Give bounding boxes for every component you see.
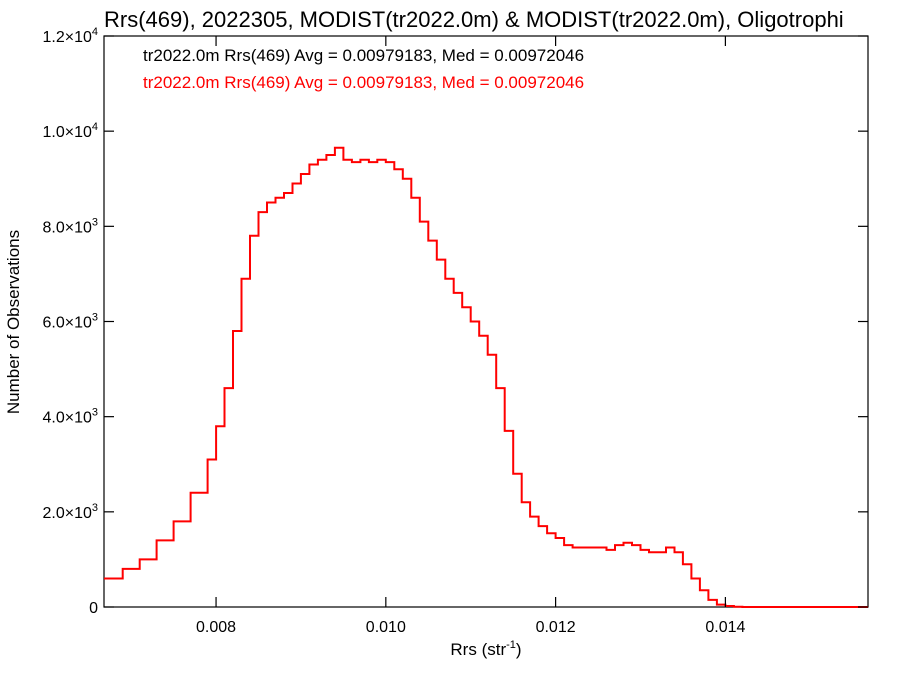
axes-frame — [103, 35, 869, 608]
x-axis-label-text: Rrs (str — [450, 640, 506, 659]
chart-title: Rrs(469), 2022305, MODIST(tr2022.0m) & M… — [104, 7, 844, 32]
y-axis-ticks: 02.0×1034.0×1036.0×1038.0×1031.0×1041.2×… — [42, 26, 868, 617]
x-tick-label: 0.012 — [536, 619, 576, 636]
legend-entry: tr2022.0m Rrs(469) Avg = 0.00979183, Med… — [143, 46, 584, 65]
x-tick-label: 0.010 — [366, 619, 406, 636]
y-tick-label-exponent: 4 — [92, 121, 98, 133]
x-tick-label: 0.008 — [196, 619, 236, 636]
legend-entry: tr2022.0m Rrs(469) Avg = 0.00979183, Med… — [143, 73, 584, 92]
y-tick-label: 0 — [89, 600, 98, 617]
y-tick-label: 4.0×103 — [42, 407, 98, 427]
y-tick-label: 1.0×104 — [42, 121, 98, 141]
y-tick-label: 1.2×104 — [42, 26, 98, 46]
y-tick-label-mantissa: 1.2×10 — [42, 29, 91, 46]
plot-area — [103, 35, 869, 608]
x-axis-label-superscript: -1 — [506, 639, 516, 651]
series-line-0 — [104, 146, 868, 608]
y-tick-label-mantissa: 8.0×10 — [42, 219, 91, 236]
y-tick-label-mantissa: 0 — [89, 600, 98, 617]
y-tick-label: 2.0×103 — [42, 502, 98, 522]
y-tick-label-mantissa: 6.0×10 — [42, 315, 91, 332]
x-axis-label-end: ) — [516, 640, 522, 659]
x-axis-label: Rrs (str-1) — [450, 639, 521, 659]
y-tick-label-exponent: 3 — [92, 216, 98, 228]
y-tick-label-mantissa: 4.0×10 — [42, 410, 91, 427]
x-tick-label: 0.014 — [705, 619, 745, 636]
y-axis-label: Number of Observations — [4, 230, 23, 414]
y-tick-label-exponent: 3 — [92, 407, 98, 419]
y-tick-label-mantissa: 1.0×10 — [42, 124, 91, 141]
y-tick-label-mantissa: 2.0×10 — [42, 505, 91, 522]
y-tick-label-exponent: 3 — [92, 502, 98, 514]
y-tick-label-exponent: 4 — [92, 26, 98, 38]
y-tick-label: 6.0×103 — [42, 312, 98, 332]
y-tick-label-exponent: 3 — [92, 312, 98, 324]
x-axis-ticks: 0.008 0.010 0.012 0.014 — [196, 36, 746, 636]
legend: tr2022.0m Rrs(469) Avg = 0.00979183, Med… — [143, 46, 584, 92]
y-tick-label: 8.0×103 — [42, 216, 98, 236]
